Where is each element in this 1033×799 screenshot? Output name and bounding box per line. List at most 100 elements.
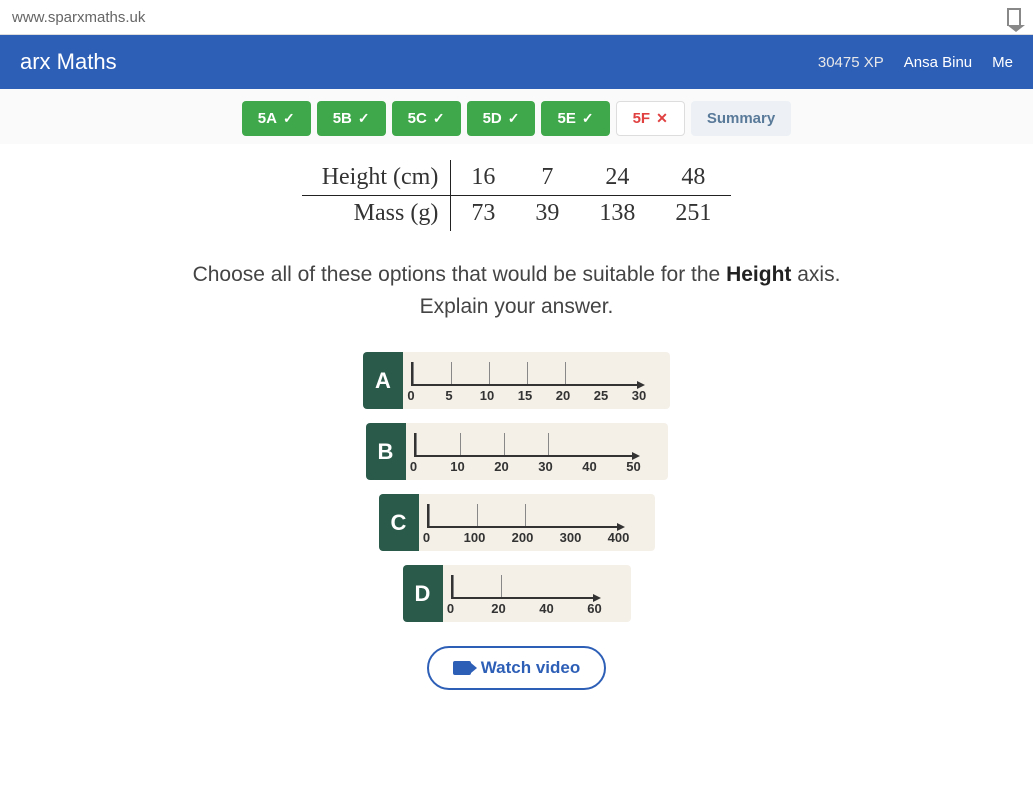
- question-line2: Explain your answer.: [420, 295, 614, 318]
- tab-label: 5B: [333, 110, 352, 127]
- axis-tick: [504, 433, 548, 455]
- axis-tick: [460, 433, 504, 455]
- axis-tick-label: 10: [436, 459, 480, 474]
- axis-tick: [525, 504, 573, 526]
- table-cell: 73: [451, 196, 516, 232]
- axis-tick: [416, 433, 460, 455]
- axis-line: [414, 433, 634, 457]
- header-right: 30475 XP Ansa Binu Me: [818, 54, 1013, 71]
- axis-tick-label: 20: [480, 459, 524, 474]
- tab-5b[interactable]: 5B ✓: [317, 101, 386, 136]
- tab-5f[interactable]: 5F ✕: [616, 101, 685, 136]
- data-table: Height (cm)1672448Mass (g)7339138251: [0, 160, 1033, 231]
- xp-display: 30475 XP: [818, 54, 884, 71]
- axis-labels: 0100200300400: [403, 530, 643, 545]
- tab-5c[interactable]: 5C ✓: [392, 101, 461, 136]
- axis-tick-label: 25: [582, 388, 620, 403]
- tab-5d[interactable]: 5D ✓: [467, 101, 536, 136]
- axis-tick-label: 20: [475, 601, 523, 616]
- question-line1-pre: Choose all of these options that would b…: [193, 263, 727, 286]
- table-cell: 48: [655, 160, 731, 196]
- axis-option-c[interactable]: C0100200300400: [379, 494, 655, 551]
- table-row: Height (cm)1672448: [302, 160, 732, 196]
- axis-labels: 0204060: [427, 601, 619, 616]
- axis-tick: [489, 362, 527, 384]
- table-row: Mass (g)7339138251: [302, 196, 732, 232]
- check-icon: ✓: [358, 110, 370, 127]
- question-line1-bold: Height: [726, 263, 791, 286]
- check-icon: ✓: [508, 110, 520, 127]
- table-cell: 7: [515, 160, 579, 196]
- tab-label: 5C: [408, 110, 427, 127]
- axis-line: [451, 575, 595, 599]
- bookmark-icon[interactable]: [1007, 8, 1021, 26]
- question-line1-post: axis.: [791, 263, 840, 286]
- axis-box: 0100200300400: [419, 494, 655, 551]
- axis-tick: [527, 362, 565, 384]
- axis-tick: [548, 433, 592, 455]
- axis-line: [427, 504, 619, 528]
- video-icon: [453, 661, 471, 675]
- axis-tick-label: 200: [499, 530, 547, 545]
- username-display[interactable]: Ansa Binu: [904, 54, 972, 71]
- table-cell: 16: [451, 160, 516, 196]
- tab-label: 5A: [258, 110, 277, 127]
- axis-tick-label: 15: [506, 388, 544, 403]
- cross-icon: ✕: [656, 110, 668, 127]
- brand-title: arx Maths: [20, 49, 117, 75]
- table-cell: 24: [579, 160, 655, 196]
- axis-option-d[interactable]: D0204060: [403, 565, 631, 622]
- check-icon: ✓: [283, 110, 295, 127]
- tab-label: 5E: [557, 110, 575, 127]
- axis-tick-label: 40: [523, 601, 571, 616]
- axis-tick-label: 30: [524, 459, 568, 474]
- tab-5a[interactable]: 5A ✓: [242, 101, 311, 136]
- url-bar: www.sparxmaths.uk: [0, 0, 1033, 35]
- axis-box: 01020304050: [406, 423, 668, 480]
- table-cell: 138: [579, 196, 655, 232]
- table-cell: 251: [655, 196, 731, 232]
- table-cell: 39: [515, 196, 579, 232]
- question-text: Choose all of these options that would b…: [30, 259, 1003, 322]
- axis-labels: 01020304050: [392, 459, 656, 474]
- axis-tick: [453, 575, 501, 597]
- watch-video-label: Watch video: [481, 658, 581, 678]
- axis-box: 051015202530: [403, 352, 670, 409]
- axis-tick-label: 50: [612, 459, 656, 474]
- axis-tick-label: 10: [468, 388, 506, 403]
- axis-line: [411, 362, 639, 386]
- axis-tick-label: 0: [392, 388, 430, 403]
- check-icon: ✓: [433, 110, 445, 127]
- url-text: www.sparxmaths.uk: [12, 9, 145, 26]
- row-label: Height (cm): [302, 160, 451, 196]
- axis-tick-label: 400: [595, 530, 643, 545]
- axis-tick-label: 100: [451, 530, 499, 545]
- axis-tick: [501, 575, 549, 597]
- watch-video-wrap: Watch video: [0, 646, 1033, 690]
- axis-tick-label: 20: [544, 388, 582, 403]
- url-icons: [1007, 8, 1021, 26]
- axis-tick-label: 60: [571, 601, 619, 616]
- menu-edge[interactable]: Me: [992, 54, 1013, 71]
- watch-video-button[interactable]: Watch video: [427, 646, 607, 690]
- axis-tick-label: 300: [547, 530, 595, 545]
- tab-5e[interactable]: 5E ✓: [541, 101, 609, 136]
- tab-label: 5F: [633, 110, 651, 127]
- axis-option-b[interactable]: B01020304050: [366, 423, 668, 480]
- axis-tick-label: 0: [403, 530, 451, 545]
- axis-tick-label: 40: [568, 459, 612, 474]
- axis-tick-label: 0: [392, 459, 436, 474]
- axis-tick: [477, 504, 525, 526]
- row-label: Mass (g): [302, 196, 451, 232]
- axis-tick: [413, 362, 451, 384]
- axis-box: 0204060: [443, 565, 631, 622]
- tab-summary[interactable]: Summary: [691, 101, 791, 136]
- axis-tick-label: 5: [430, 388, 468, 403]
- axis-option-a[interactable]: A051015202530: [363, 352, 670, 409]
- axis-tick: [429, 504, 477, 526]
- axis-tick: [565, 362, 603, 384]
- tab-label: 5D: [483, 110, 502, 127]
- axis-options: A051015202530B01020304050C0100200300400D…: [0, 352, 1033, 622]
- axis-tick-label: 30: [620, 388, 658, 403]
- check-icon: ✓: [582, 110, 594, 127]
